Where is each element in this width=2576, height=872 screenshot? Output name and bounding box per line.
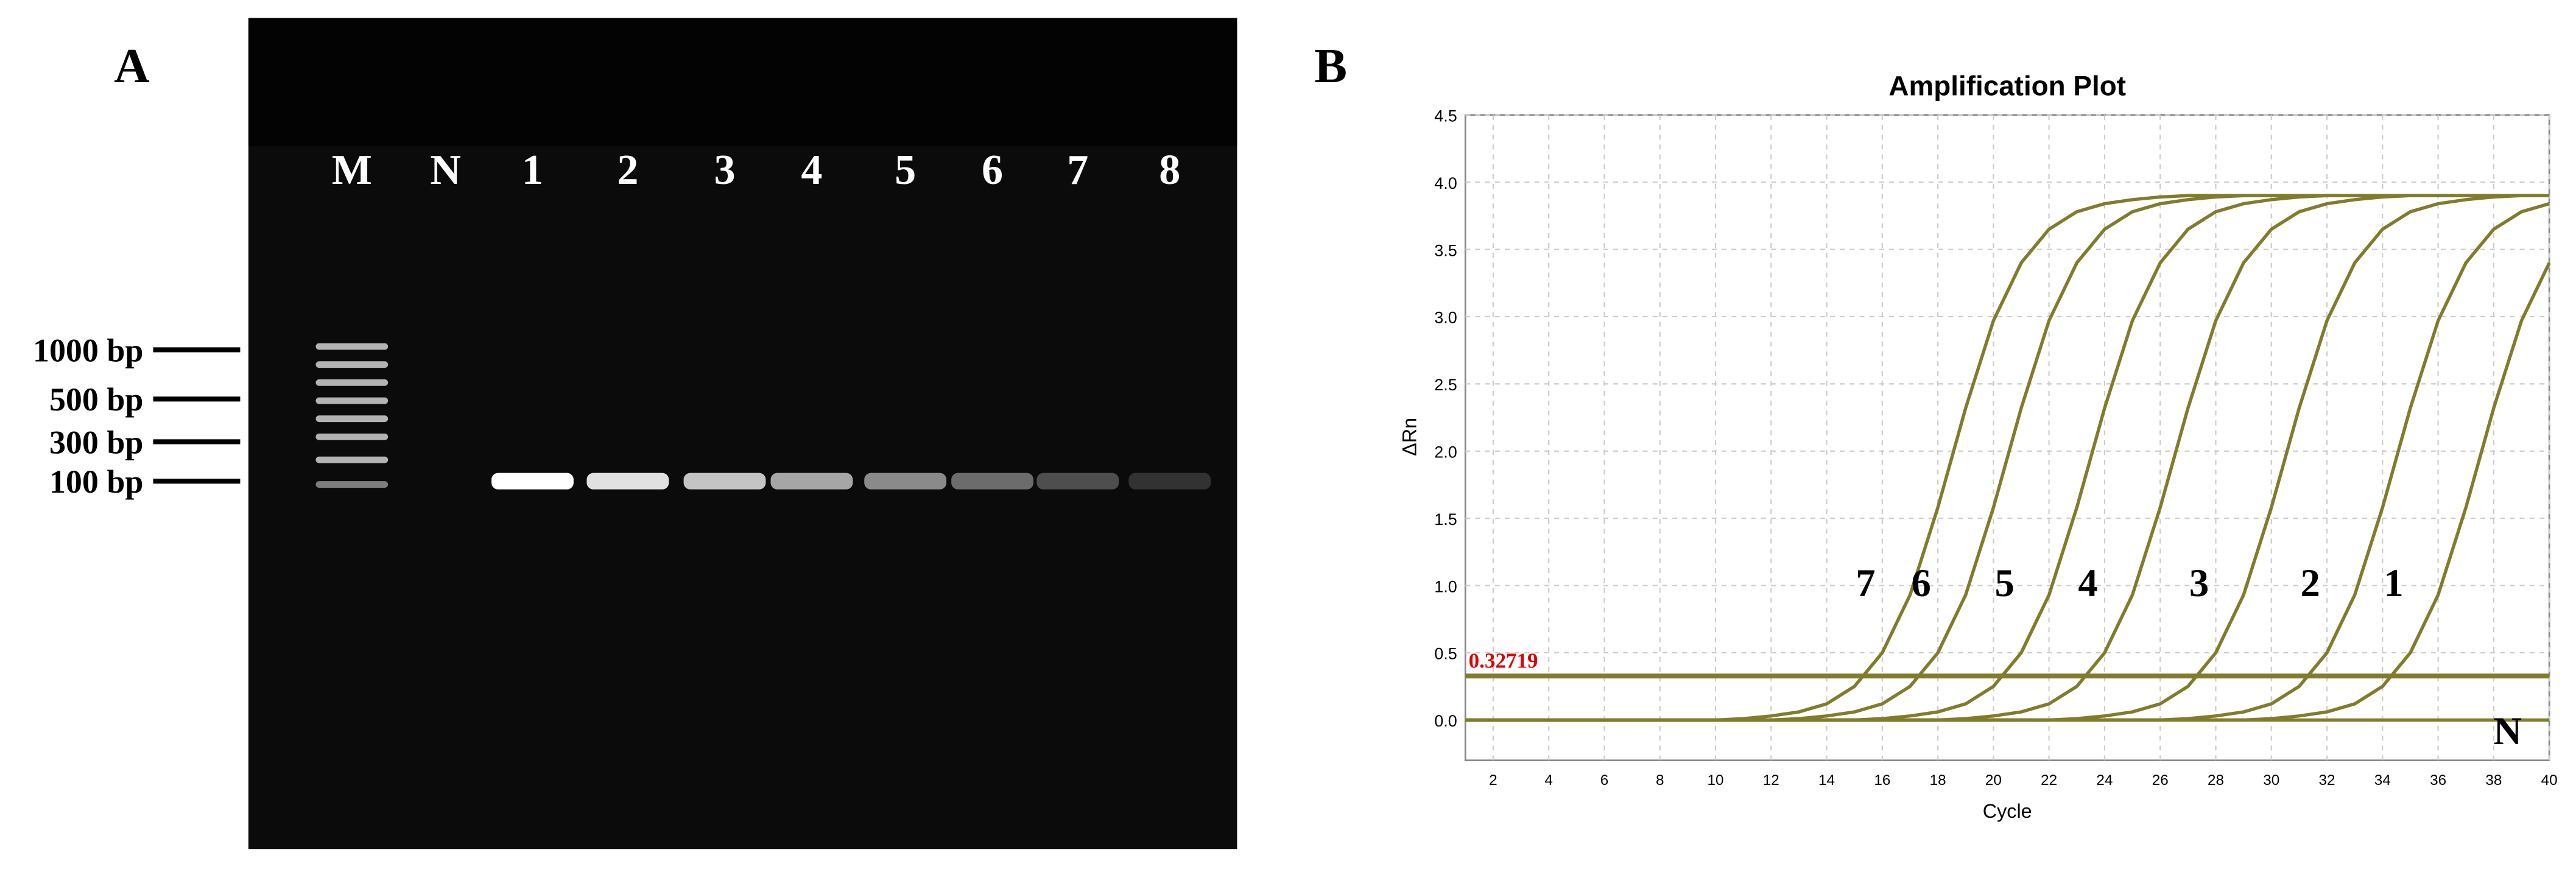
x-tick-label: 18	[1930, 772, 1946, 789]
curve-label: 1	[2384, 561, 2403, 605]
band	[1036, 473, 1119, 490]
lane-label: 2	[617, 147, 638, 194]
x-tick-label: 26	[2152, 772, 2169, 789]
gel-image	[248, 18, 1237, 849]
x-tick-label: 16	[1874, 772, 1890, 789]
band	[1128, 473, 1211, 490]
lane-label: N	[430, 147, 461, 194]
x-tick-label: 34	[2374, 772, 2391, 789]
lane-label: 3	[714, 147, 735, 194]
x-tick-label: 24	[2096, 772, 2113, 789]
ladder-band	[315, 343, 389, 350]
curve-label: 5	[1994, 561, 2014, 605]
lane-label: 8	[1159, 147, 1180, 194]
lane-label: 7	[1067, 147, 1088, 194]
x-tick-label: 4	[1544, 772, 1553, 789]
ladder-label: 300 bp	[49, 424, 143, 460]
lane-label: 1	[522, 147, 543, 194]
x-tick-label: 14	[1818, 772, 1835, 789]
lane-label: 5	[895, 147, 916, 194]
ladder-band	[315, 379, 389, 386]
x-tick-label: 6	[1600, 772, 1608, 789]
x-tick-label: 2	[1489, 772, 1497, 789]
y-tick-label: 4.5	[1434, 107, 1457, 125]
lane-label: M	[332, 147, 372, 194]
x-tick-label: 28	[2208, 772, 2224, 789]
x-tick-label: 30	[2263, 772, 2279, 789]
x-tick-label: 36	[2430, 772, 2446, 789]
y-tick-label: 2.5	[1434, 376, 1457, 394]
x-tick-label: 20	[1985, 772, 2002, 789]
curve-label: 2	[2300, 561, 2320, 605]
ladder-band	[315, 397, 389, 404]
lane-label: 6	[982, 147, 1003, 194]
ladder-band	[315, 433, 389, 440]
band	[770, 473, 853, 490]
curve-label: 4	[2078, 561, 2097, 605]
band	[491, 473, 574, 490]
x-tick-label: 32	[2319, 772, 2335, 789]
lane-label: 4	[801, 147, 822, 194]
x-tick-label: 12	[1763, 772, 1779, 789]
curve-label: 6	[1912, 561, 1931, 605]
threshold-label: 0.32719	[1469, 649, 1538, 673]
y-tick-label: 2.0	[1434, 443, 1457, 462]
plot-area	[1464, 114, 2550, 761]
y-tick-label: 3.5	[1434, 241, 1457, 259]
x-axis-label: Cycle	[1983, 800, 2032, 822]
panel-label: B	[1314, 39, 1347, 93]
panel-label: A	[114, 39, 149, 93]
gel-top	[248, 18, 1237, 147]
x-tick-label: 10	[1707, 772, 1723, 789]
x-tick-label: 22	[2041, 772, 2057, 789]
curve-label: 3	[2189, 561, 2209, 605]
band	[683, 473, 766, 490]
y-tick-label: 0.5	[1434, 645, 1457, 663]
band	[586, 473, 669, 490]
ladder-label: 500 bp	[49, 381, 143, 418]
ladder-band	[315, 361, 389, 368]
y-axis-label: ΔRn	[1398, 418, 1420, 456]
y-tick-label: 0.0	[1434, 712, 1457, 730]
y-tick-label: 1.5	[1434, 510, 1457, 529]
chart-title: Amplification Plot	[1888, 70, 2126, 101]
band	[951, 473, 1033, 490]
ladder-band	[315, 481, 389, 488]
curve-label: N	[2493, 709, 2522, 753]
y-tick-label: 1.0	[1434, 577, 1457, 596]
ladder-band	[315, 456, 389, 463]
ladder-band	[315, 415, 389, 423]
band	[864, 473, 947, 490]
y-tick-label: 4.0	[1434, 174, 1457, 192]
ladder-label: 100 bp	[49, 463, 143, 500]
curve-label: 7	[1856, 561, 1875, 605]
y-tick-label: 3.0	[1434, 309, 1457, 327]
ladder-label: 1000 bp	[33, 332, 143, 368]
x-tick-label: 38	[2485, 772, 2502, 789]
x-tick-label: 8	[1656, 772, 1664, 789]
x-tick-label: 40	[2541, 772, 2558, 789]
